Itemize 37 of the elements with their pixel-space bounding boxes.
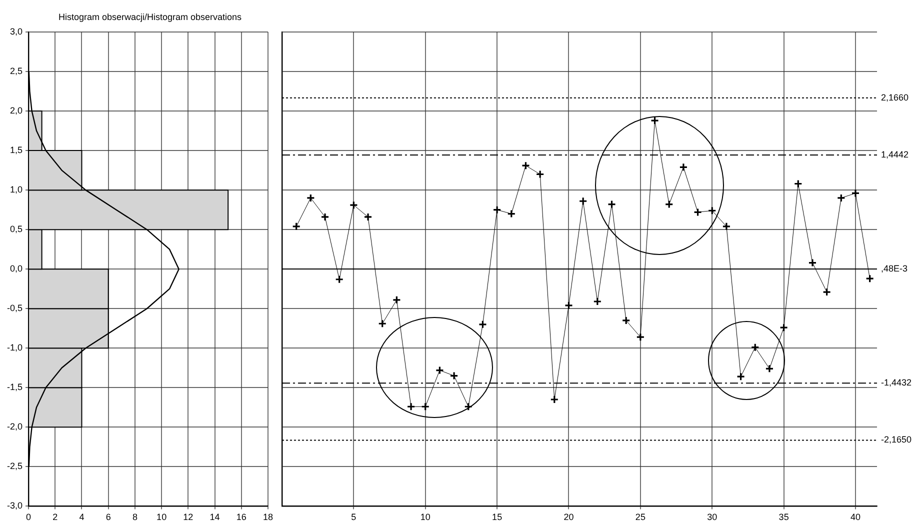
y-tick-label: 0,5: [10, 224, 23, 234]
x-tick-label: 10: [420, 512, 430, 522]
y-tick-label: -2,0: [6, 422, 23, 432]
y-tick-label: 2,0: [10, 106, 23, 116]
x-tick-label: 15: [492, 512, 502, 522]
y-tick-label: -1,0: [6, 342, 23, 353]
ref-line-label: 2,1660: [881, 92, 909, 102]
x-tick-label: 20: [564, 512, 574, 522]
y-tick-label: 2,5: [10, 66, 23, 76]
y-tick-label: -2,5: [6, 461, 23, 472]
x-tick-label: 12: [183, 512, 194, 522]
chart-title: Histogram obserwacji/Histogram observations: [57, 12, 243, 22]
x-tick-label: 4: [79, 512, 84, 522]
x-tick-label: 30: [707, 512, 718, 522]
y-tick-label: -0,5: [6, 303, 23, 314]
x-tick-label: 2: [52, 512, 58, 522]
x-tick-label: 25: [635, 512, 646, 522]
x-tick-label: 0: [26, 512, 32, 522]
y-tick-label: 3,0: [10, 26, 23, 36]
y-tick-label: -3,0: [6, 500, 23, 511]
x-tick-label: 16: [236, 512, 246, 522]
x-tick-label: 18: [262, 512, 274, 522]
x-tick-label: 14: [210, 512, 220, 522]
x-tick-label: 5: [351, 512, 356, 522]
y-tick-label: -1,5: [6, 382, 23, 392]
y-tick-label: 1,0: [10, 184, 23, 195]
x-tick-label: 40: [850, 512, 860, 522]
ref-line-label: -1,4432: [881, 378, 912, 388]
x-tick-label: 10: [156, 512, 167, 522]
x-tick-label: 8: [132, 512, 138, 522]
y-tick-label: 1,5: [10, 145, 23, 156]
ref-line-label: ,48E-3: [881, 264, 908, 274]
ref-line-label: -2,1650: [881, 434, 912, 445]
ref-line-label: 1,4442: [881, 149, 909, 160]
y-tick-label: 0,0: [10, 264, 23, 274]
x-tick-label: 35: [778, 512, 789, 522]
x-tick-label: 6: [106, 512, 111, 522]
